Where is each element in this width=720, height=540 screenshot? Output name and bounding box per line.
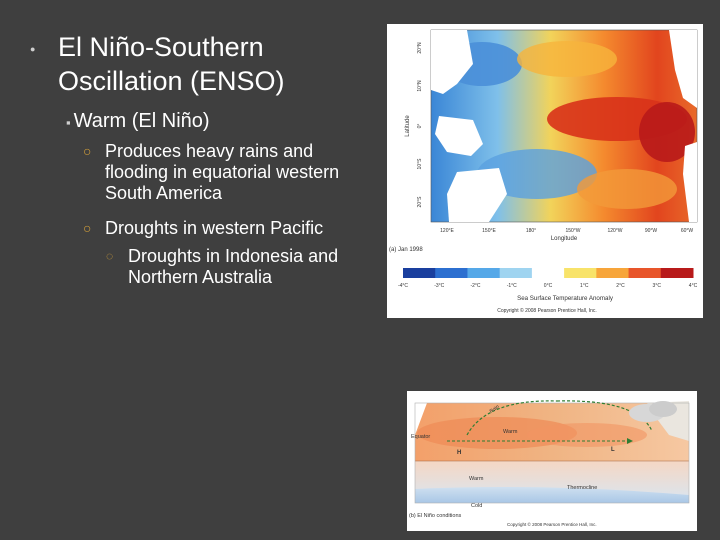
el-nino-diagram: Rain Equator Warm H L Warm Thermocline C… xyxy=(409,400,690,527)
scale-tick-label: 4°C xyxy=(689,283,698,289)
scale-tick-label: -4°C xyxy=(398,283,408,289)
bullet-circle-icon: ○ xyxy=(83,143,92,159)
map-copyright: Copyright © 2008 Pearson Prentice Hall, … xyxy=(497,307,597,314)
subheading-text: Warm (El Niño) xyxy=(73,110,210,132)
scale-swatch xyxy=(660,268,694,278)
lon-tick: 180° xyxy=(526,228,536,234)
lon-tick: 120°E xyxy=(440,228,454,234)
thermocline-label: Thermocline xyxy=(567,485,597,491)
color-scale-ticks: -4°C -3°C -2°C -1°C 0°C 1°C 2°C 3°C 4°C xyxy=(398,283,698,289)
panel-label: (a) Jan 1998 xyxy=(389,247,423,253)
scale-tick-label: -2°C xyxy=(470,283,480,289)
scale-tick-label: -1°C xyxy=(507,283,517,289)
subheading: ▪ Warm (El Niño) xyxy=(66,108,210,136)
lon-tick: 150°E xyxy=(482,228,496,234)
scale-title: Sea Surface Temperature Anomaly xyxy=(517,295,614,302)
high-pressure-label: H xyxy=(457,450,461,456)
warm-deep-label: Warm xyxy=(469,476,484,482)
scale-swatch xyxy=(403,268,436,278)
sub-bullet-circle-icon: ◌ xyxy=(106,249,114,263)
scale-tick-label: 3°C xyxy=(653,283,662,289)
lat-tick: 20°S xyxy=(417,196,423,208)
bullet-text-1: Produces heavy rains and flooding in equ… xyxy=(105,141,340,203)
scale-tick-label: -3°C xyxy=(434,283,444,289)
scale-swatch xyxy=(499,268,533,278)
subheading-bullet-icon: ▪ xyxy=(66,115,71,130)
cold-label: Cold xyxy=(471,503,482,509)
lat-tick: 10°S xyxy=(417,158,423,170)
title-bullet-icon: ● xyxy=(30,44,36,54)
scale-swatch xyxy=(467,268,501,278)
scale-swatch xyxy=(435,268,468,278)
lon-tick: 150°W xyxy=(565,228,580,234)
scale-swatch xyxy=(531,268,565,278)
scale-swatch xyxy=(564,268,597,278)
el-nino-conditions-figure: Rain Equator Warm H L Warm Thermocline C… xyxy=(407,391,697,531)
rain-label: Rain xyxy=(489,404,501,415)
warm-surface-label: Warm xyxy=(503,429,518,435)
lon-axis-label: Longitude xyxy=(551,236,578,242)
sst-map-graphic: 20°N 10°N 0° 10°S 20°S Latitude 120°E 15… xyxy=(389,29,698,314)
scale-tick-label: 0°C xyxy=(544,283,553,289)
lat-tick: 10°N xyxy=(417,80,423,92)
color-scale-bar xyxy=(403,268,694,278)
sst-anomaly-map-figure: 20°N 10°N 0° 10°S 20°S Latitude 120°E 15… xyxy=(387,24,703,318)
lat-axis-label: Latitude xyxy=(405,115,411,137)
panel-label: (b) El Niño conditions xyxy=(409,513,462,519)
scale-swatch xyxy=(596,268,630,278)
equator-label: Equator xyxy=(411,434,430,440)
low-pressure-label: L xyxy=(611,447,615,453)
scale-swatch xyxy=(628,268,662,278)
sub-bullet-text: Droughts in Indonesia and Northern Austr… xyxy=(128,246,339,287)
lon-tick: 90°W xyxy=(645,228,658,234)
bullet-text-2: Droughts in western Pacific xyxy=(105,218,324,238)
scale-tick-label: 2°C xyxy=(616,283,625,289)
lon-tick: 60°W xyxy=(681,228,694,234)
scale-tick-label: 1°C xyxy=(580,283,589,289)
bullet-circle-icon: ○ xyxy=(83,220,92,236)
lat-tick: 20°N xyxy=(417,42,423,54)
diagram-copyright: Copyright © 2008 Pearson Prentice Hall, … xyxy=(507,521,597,527)
lon-tick: 120°W xyxy=(607,228,622,234)
lat-tick: 0° xyxy=(417,124,423,129)
slide-title: El Niño-Southern Oscillation (ENSO) xyxy=(58,32,285,96)
